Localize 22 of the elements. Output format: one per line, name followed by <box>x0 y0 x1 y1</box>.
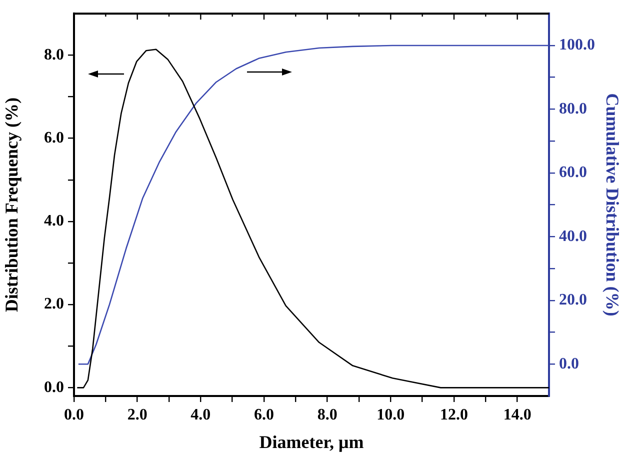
y-tick-label: 6.0 <box>44 129 64 146</box>
x-tick-label: 8.0 <box>317 406 338 424</box>
y-tick-label: 2.0 <box>44 296 64 313</box>
x-tick-label: 12.0 <box>440 406 468 424</box>
y2-tick-label: 80.0 <box>559 100 587 118</box>
y-tick-label: 0.0 <box>44 378 64 396</box>
y2-tick-label: 20.0 <box>559 292 587 309</box>
y2-tick-label: 100.0 <box>559 36 595 54</box>
x-tick-label: 6.0 <box>254 406 274 424</box>
x-tick-label: 0.0 <box>64 406 84 424</box>
y2-axis-title: Cumulative Distribution (%) <box>602 93 623 316</box>
y-tick-label: 8.0 <box>44 46 64 64</box>
y-tick-label: 4.0 <box>44 212 64 230</box>
x-tick-label: 2.0 <box>127 406 148 424</box>
y2-tick-label: 0.0 <box>559 355 579 372</box>
x-axis-title: Diameter, μm <box>259 432 364 452</box>
y2-tick-label: 40.0 <box>559 228 587 245</box>
x-tick-label: 4.0 <box>190 406 211 424</box>
x-tick-label: 14.0 <box>503 406 532 424</box>
y-axis-title: Distribution Frequency (%) <box>1 97 22 312</box>
x-tick-label: 10.0 <box>376 406 405 424</box>
y2-tick-label: 60.0 <box>559 164 587 182</box>
